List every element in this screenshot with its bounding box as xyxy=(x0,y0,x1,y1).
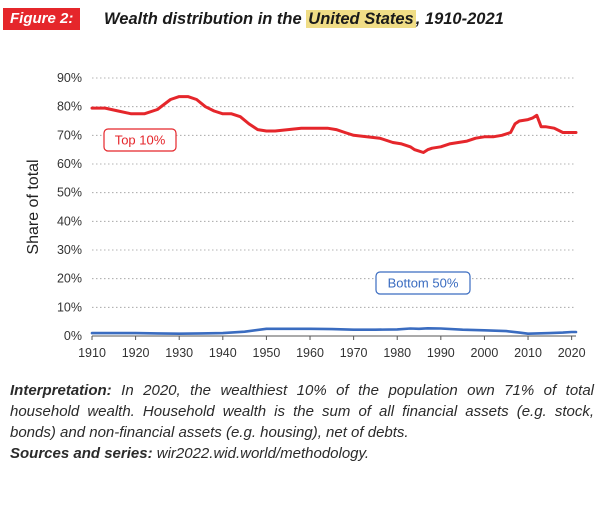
y-tick-label: 10% xyxy=(57,300,82,314)
interpretation-label: Interpretation: xyxy=(10,382,112,399)
title-suffix: , 1910-2021 xyxy=(415,10,504,28)
x-tick-label: 1920 xyxy=(122,346,150,360)
x-tick-label: 1990 xyxy=(427,346,455,360)
figure-header: Figure 2: Wealth distribution in the Uni… xyxy=(0,0,600,40)
figure-label-badge: Figure 2: xyxy=(3,8,81,30)
x-tick-label: 1940 xyxy=(209,346,237,360)
x-tick-label: 1960 xyxy=(296,346,324,360)
x-tick-label: 1980 xyxy=(383,346,411,360)
title-highlight-country: United States xyxy=(306,10,416,28)
x-tick-label: 2010 xyxy=(514,346,542,360)
x-tick-label: 1950 xyxy=(253,346,281,360)
y-tick-label: 60% xyxy=(57,157,82,171)
x-tick-label: 1910 xyxy=(78,346,106,360)
chart-grid xyxy=(92,77,576,308)
chart-annotations: Top 10% Bottom 50% xyxy=(103,128,471,295)
y-tick-label: 50% xyxy=(57,186,82,200)
x-axis-ticks: 1910 1920 1930 1940 1950 1960 1970 1980 1990 2000… xyxy=(78,336,586,360)
y-tick-label: 20% xyxy=(57,272,82,286)
sources-label: Sources and series: xyxy=(10,445,153,462)
y-tick-label: 90% xyxy=(57,71,82,85)
sources-link[interactable]: wir2022.wid.world/methodology. xyxy=(152,445,370,462)
y-axis-title: Share of total xyxy=(25,159,42,254)
sources-note: Sources and series: wir2022.wid.world/me… xyxy=(10,443,594,464)
x-tick-label: 1970 xyxy=(340,346,368,360)
figure-footer: Interpretation: In 2020, the wealthiest … xyxy=(10,380,594,464)
annotation-label: Top 10% xyxy=(115,133,166,148)
title-prefix: Wealth distribution in the xyxy=(104,10,307,28)
annotation-top-10: Top 10% xyxy=(103,128,177,152)
figure-title: Wealth distribution in the United States… xyxy=(104,9,504,29)
line-chart: 0%10%20%30%40%50%60%70%80%90% 1910 1920 19… xyxy=(25,71,586,360)
x-tick-label: 2020 xyxy=(558,346,586,360)
y-tick-label: 0% xyxy=(64,329,82,343)
annotation-box xyxy=(103,128,177,152)
y-axis-ticks: 0% 10% 20% 30% 40% 50% 60% 70% 80% 90% xyxy=(57,71,82,343)
y-tick-label: 70% xyxy=(57,128,82,142)
series-line-top-10 xyxy=(90,95,578,154)
annotation-box xyxy=(375,271,471,295)
annotation-bottom-50: Bottom 50% xyxy=(375,271,471,295)
y-tick-label: 30% xyxy=(57,243,82,257)
y-tick-label: 80% xyxy=(57,100,82,114)
series-line-bottom-50 xyxy=(90,326,578,336)
chart-series xyxy=(90,95,578,336)
annotation-label: Bottom 50% xyxy=(388,276,459,291)
y-tick-label: 40% xyxy=(57,214,82,228)
interpretation-text: In 2020, the wealthiest 10% of the popul… xyxy=(10,382,594,441)
interpretation-note: Interpretation: In 2020, the wealthiest … xyxy=(10,380,594,443)
x-tick-label: 1930 xyxy=(165,346,193,360)
x-tick-label: 2000 xyxy=(471,346,499,360)
